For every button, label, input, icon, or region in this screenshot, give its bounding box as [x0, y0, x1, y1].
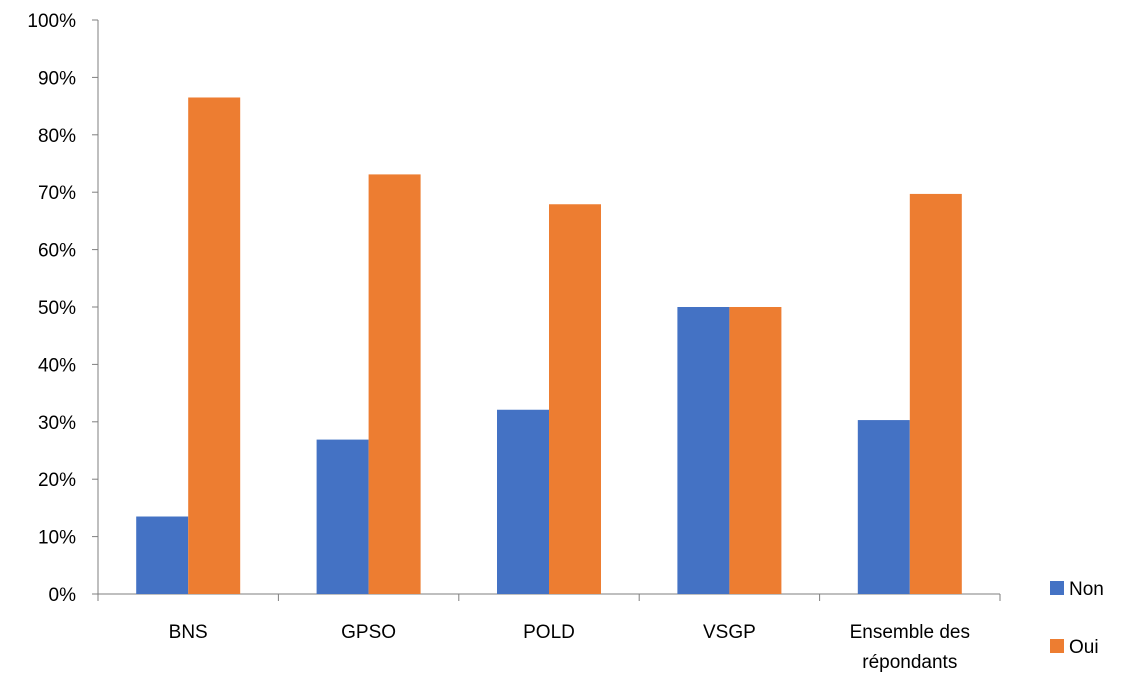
x-category-label: GPSO	[341, 622, 396, 643]
legend-swatch-non	[1050, 581, 1064, 595]
bar-oui	[909, 193, 962, 594]
y-tick-label: 90%	[38, 68, 76, 89]
y-tick-label: 10%	[38, 528, 76, 549]
y-tick-label: 20%	[38, 470, 76, 491]
bar-oui	[188, 97, 241, 595]
bars	[136, 97, 962, 595]
y-tick-label: 50%	[38, 298, 76, 319]
y-tick-label: 40%	[38, 355, 76, 376]
legend: Non Oui	[1050, 579, 1104, 658]
y-axis: 0% 10% 20% 30% 40% 50% 60% 70% 80% 90% 100%	[27, 11, 99, 606]
x-category-label: Ensemble des	[850, 622, 970, 643]
x-category-label: POLD	[523, 622, 575, 643]
bar-oui	[368, 174, 421, 594]
y-tick-label: 70%	[38, 183, 76, 204]
y-tick-label: 100%	[27, 11, 76, 32]
legend-label-oui: Oui	[1069, 637, 1099, 658]
y-tick-label: 0%	[49, 585, 77, 606]
y-tick-label: 80%	[38, 126, 76, 147]
bar-non	[857, 420, 910, 594]
x-category-label: répondants	[862, 652, 957, 673]
x-category-label: BNS	[169, 622, 208, 643]
y-tick-label: 60%	[38, 241, 76, 262]
bar-non	[497, 409, 549, 594]
bar-non	[136, 516, 189, 594]
bar-oui	[729, 307, 782, 594]
bar-oui	[549, 204, 601, 594]
legend-swatch-oui	[1050, 639, 1064, 653]
y-tick-label: 30%	[38, 413, 76, 434]
bar-non	[316, 439, 369, 594]
legend-label-non: Non	[1069, 579, 1104, 600]
x-category-label: VSGP	[703, 622, 756, 643]
bar-non	[677, 307, 730, 594]
x-axis: BNS GPSO POLD VSGP Ensemble des répondants	[97, 593, 1001, 673]
